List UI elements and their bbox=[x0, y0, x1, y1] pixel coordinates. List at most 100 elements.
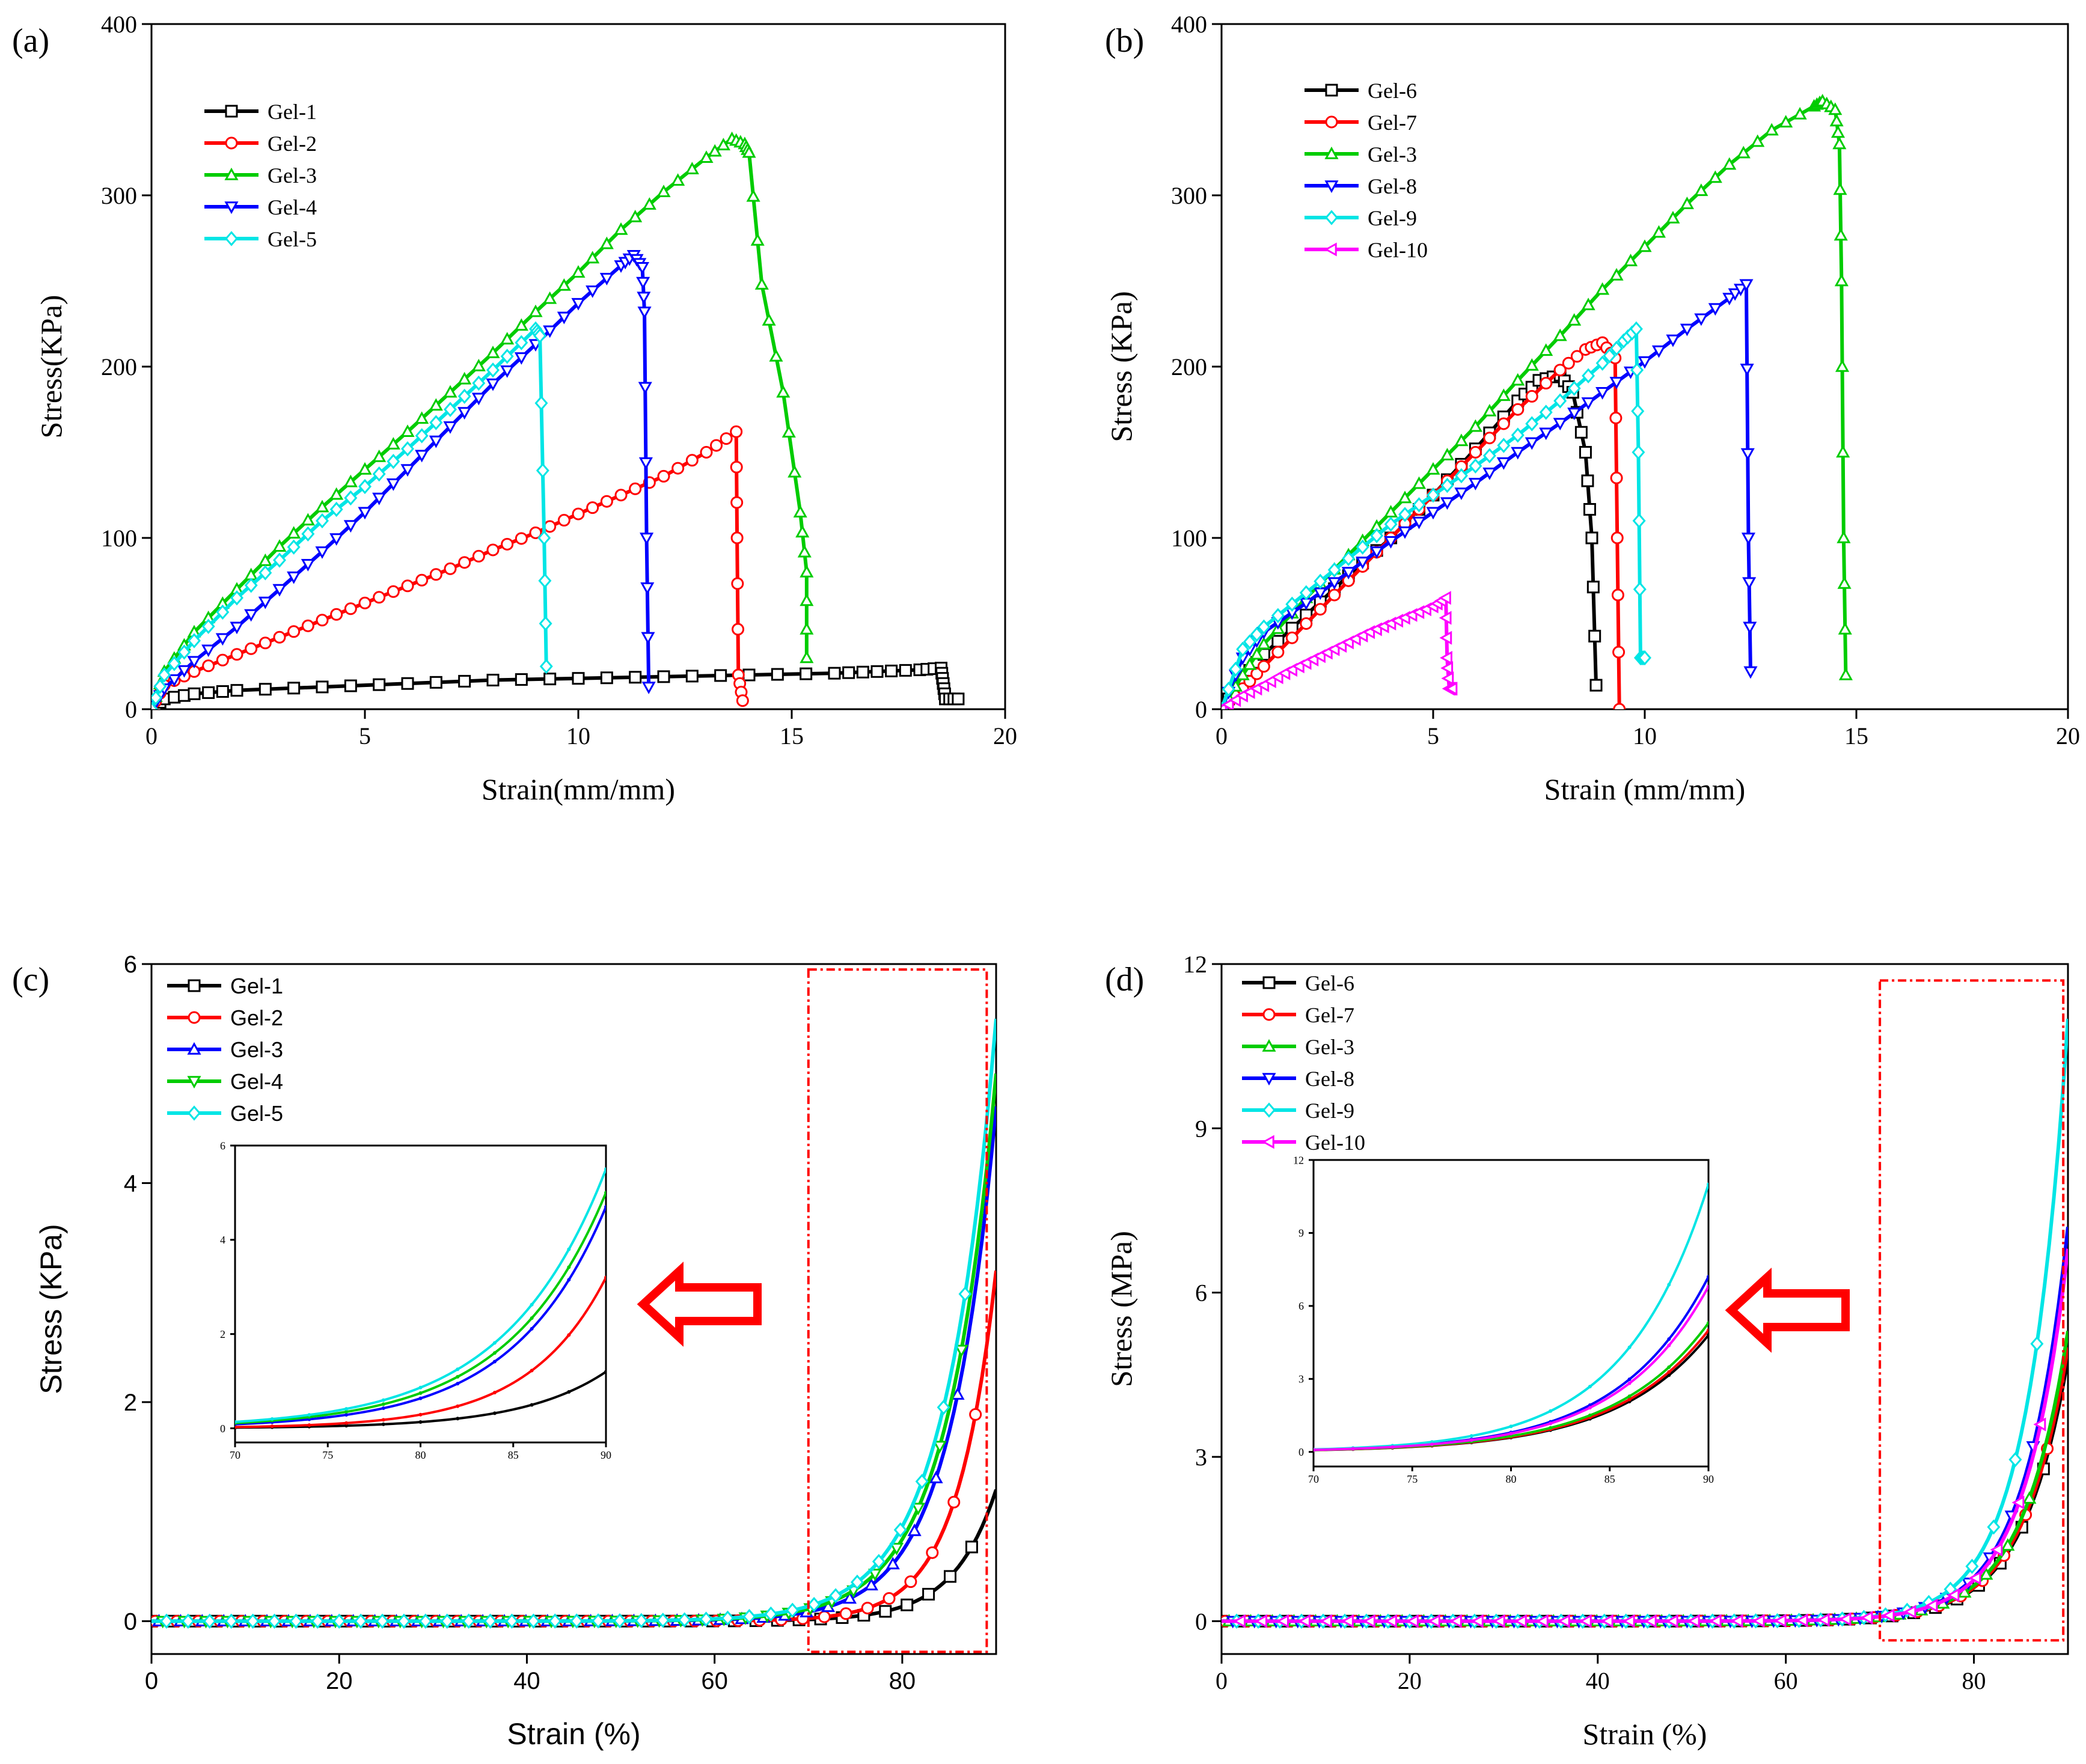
data-point bbox=[1440, 497, 1455, 510]
data-point bbox=[1471, 1614, 1484, 1628]
data-point bbox=[462, 1613, 476, 1629]
data-point bbox=[246, 1613, 260, 1629]
data-point bbox=[732, 623, 745, 636]
data-point bbox=[716, 138, 730, 151]
data-point bbox=[1680, 197, 1694, 209]
data-point bbox=[1588, 629, 1601, 642]
data-point bbox=[514, 318, 528, 331]
data-point bbox=[1341, 1614, 1354, 1628]
data-point bbox=[329, 501, 343, 517]
data-point bbox=[1644, 1614, 1657, 1628]
data-point bbox=[230, 648, 243, 661]
data-point bbox=[754, 277, 769, 290]
legend-label: Gel-3 bbox=[268, 163, 317, 188]
data-point bbox=[932, 1441, 947, 1454]
data-point bbox=[1581, 397, 1595, 410]
data-point bbox=[800, 650, 814, 664]
data-point bbox=[216, 653, 229, 667]
data-point bbox=[557, 311, 571, 325]
data-point bbox=[800, 593, 814, 606]
inset-xtick-label: 90 bbox=[1703, 1473, 1714, 1485]
axis-ytick-label: 0 bbox=[1195, 1608, 1207, 1635]
data-point bbox=[879, 1605, 892, 1618]
data-point bbox=[536, 463, 549, 478]
legend-label: Gel-3 bbox=[230, 1037, 283, 1062]
data-point bbox=[244, 578, 258, 593]
inset-point bbox=[1707, 1333, 1708, 1337]
inset-point bbox=[1509, 1432, 1513, 1436]
legend: Gel-1 Gel-2 Gel-3 Gel-4 Gel-5 bbox=[167, 974, 283, 1126]
legend-marker bbox=[225, 231, 238, 246]
legend-label: Gel-10 bbox=[1305, 1131, 1365, 1155]
data-point bbox=[440, 1613, 454, 1629]
data-point bbox=[797, 545, 812, 558]
data-point bbox=[1327, 562, 1341, 578]
inset-xtick-label: 70 bbox=[230, 1449, 240, 1461]
legend-marker bbox=[1325, 84, 1338, 97]
data-point bbox=[343, 474, 358, 487]
inset-point bbox=[604, 1167, 606, 1171]
data-point bbox=[1426, 462, 1440, 475]
data-point bbox=[151, 701, 158, 709]
data-point bbox=[1276, 1614, 1289, 1628]
data-point bbox=[947, 1495, 961, 1509]
data-point bbox=[1540, 377, 1553, 390]
x-axis-label: Strain(mm/mm) bbox=[482, 772, 675, 806]
data-point bbox=[1243, 657, 1257, 670]
data-point bbox=[457, 388, 471, 404]
inset-background bbox=[1314, 1160, 1708, 1466]
data-point bbox=[1817, 1613, 1830, 1627]
inset-point bbox=[1627, 1381, 1632, 1385]
data-point bbox=[1497, 438, 1511, 453]
data-point bbox=[1482, 448, 1496, 463]
data-point bbox=[1271, 645, 1285, 659]
data-point bbox=[1314, 573, 1327, 589]
data-point bbox=[1468, 419, 1482, 432]
highlight-region bbox=[1879, 979, 2065, 1642]
legend-marker bbox=[224, 201, 239, 215]
inset-ytick-label: 4 bbox=[220, 1234, 225, 1246]
legend-marker bbox=[1324, 180, 1339, 194]
series-line-Gel-9 bbox=[1222, 327, 1645, 709]
data-point bbox=[216, 604, 230, 620]
data-point bbox=[1553, 328, 1567, 341]
inset-point bbox=[567, 1247, 571, 1251]
data-point bbox=[965, 1540, 978, 1554]
data-point bbox=[764, 1606, 778, 1622]
data-point bbox=[1454, 433, 1469, 447]
data-point bbox=[842, 666, 855, 679]
data-point bbox=[800, 564, 814, 578]
data-point bbox=[1585, 531, 1598, 545]
legend-label: Gel-5 bbox=[268, 227, 317, 251]
axis-xtick-label: 0 bbox=[145, 722, 158, 749]
inset-point bbox=[456, 1417, 460, 1421]
panel-label: (c) bbox=[12, 961, 49, 998]
inset-point bbox=[344, 1421, 349, 1425]
data-point bbox=[769, 349, 783, 362]
inset-point bbox=[1469, 1438, 1473, 1442]
data-point bbox=[742, 145, 756, 158]
data-point bbox=[358, 596, 372, 609]
data-point bbox=[1579, 446, 1592, 459]
inset-point bbox=[1707, 1284, 1708, 1289]
data-point bbox=[638, 382, 652, 395]
data-point bbox=[354, 1613, 368, 1629]
data-point bbox=[1328, 588, 1341, 602]
data-point bbox=[444, 562, 457, 575]
inset-point bbox=[1627, 1394, 1632, 1399]
inset-point bbox=[1549, 1409, 1553, 1413]
data-point bbox=[954, 1344, 968, 1358]
axis-ytick-label: 6 bbox=[124, 951, 137, 978]
inset-point bbox=[1351, 1447, 1355, 1451]
data-point bbox=[1638, 356, 1652, 369]
data-point bbox=[586, 251, 600, 264]
legend: Gel-1 Gel-2 Gel-3 Gel-4 Gel-5 bbox=[204, 100, 317, 251]
plot-area bbox=[151, 1018, 996, 1629]
data-point bbox=[1835, 359, 1850, 372]
data-point bbox=[776, 385, 791, 398]
data-point bbox=[400, 424, 415, 437]
data-point bbox=[444, 401, 457, 417]
inset-point bbox=[530, 1302, 534, 1307]
axis-xtick-label: 40 bbox=[1586, 1667, 1610, 1694]
